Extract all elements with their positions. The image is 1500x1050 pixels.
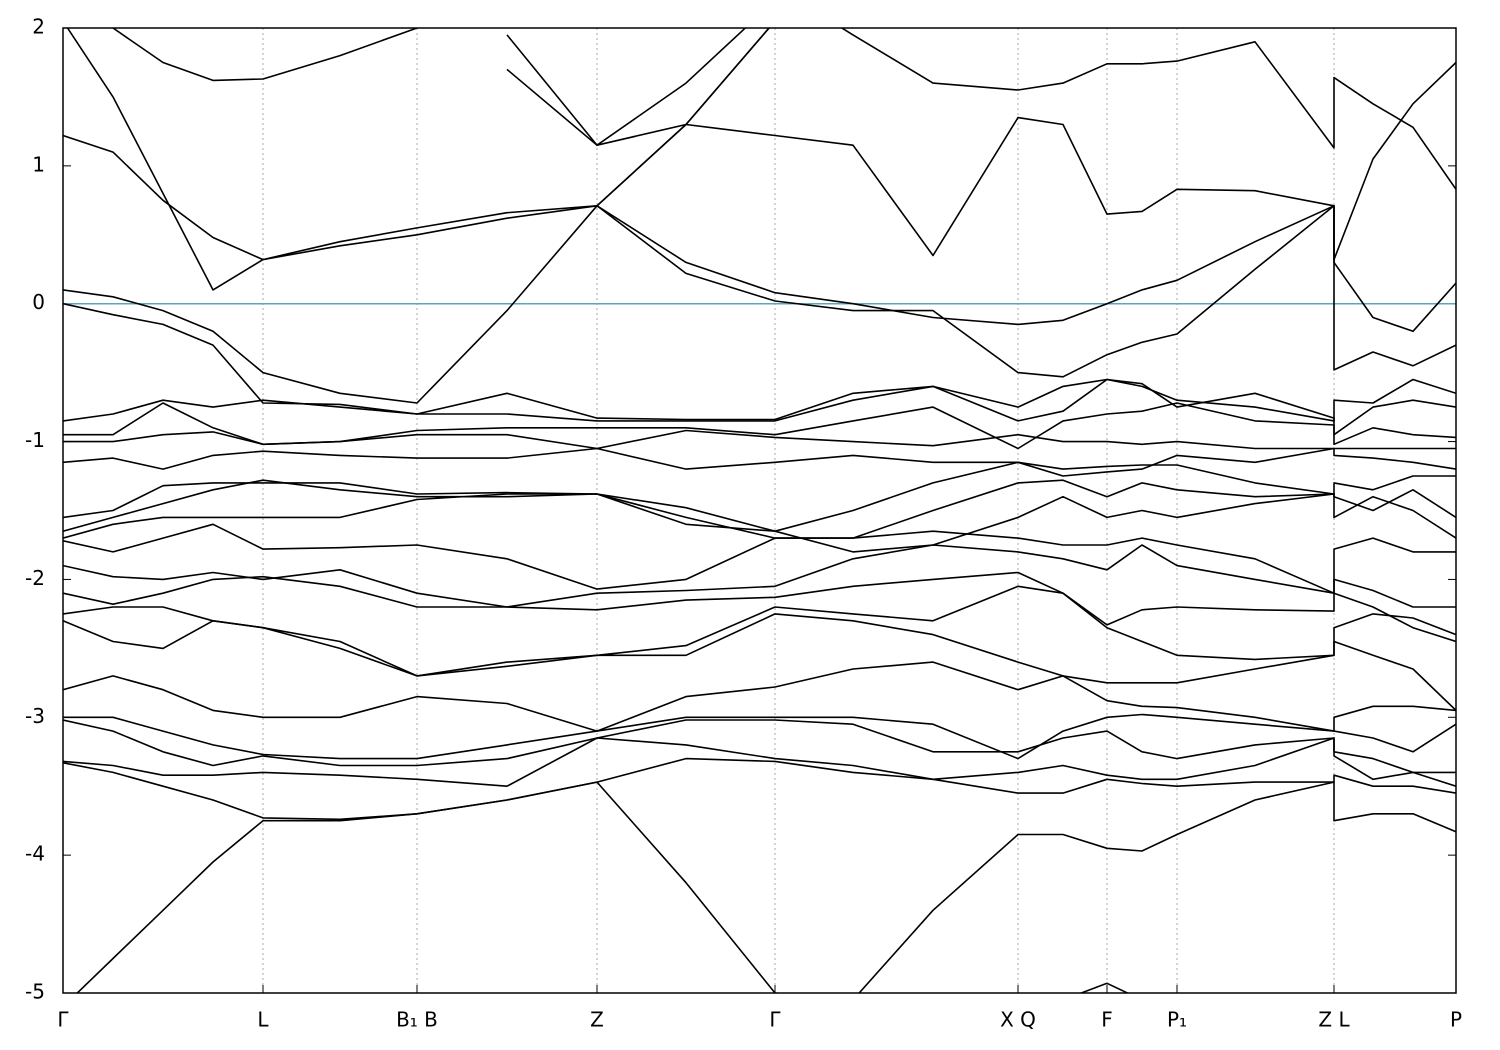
x-tick-label: X Q <box>1000 1008 1036 1032</box>
y-tick-label: 1 <box>32 152 45 176</box>
x-tick-label: Γ <box>769 1008 781 1032</box>
band-line <box>63 737 1456 787</box>
band-line <box>596 205 1456 333</box>
band-line <box>63 757 1456 821</box>
band-line <box>63 378 1456 436</box>
y-tick-label: 2 <box>32 15 45 39</box>
band-line <box>840 28 1456 190</box>
x-tick-label: P <box>1450 1008 1462 1032</box>
band-line <box>506 61 1456 261</box>
plot-area <box>63 28 1456 993</box>
band-line <box>63 429 1456 450</box>
band-line <box>63 447 1456 477</box>
band-line <box>1079 982 1130 993</box>
band-line <box>63 461 1456 532</box>
band-line <box>63 613 1456 711</box>
y-tick-label: -2 <box>25 566 45 590</box>
band-line <box>112 28 418 82</box>
y-tick-label: -1 <box>25 428 45 452</box>
y-tick-label: -5 <box>25 980 45 1004</box>
x-tick-label: Z L <box>1318 1008 1350 1032</box>
x-tick-label: P₁ <box>1167 1008 1187 1032</box>
band-line <box>63 493 1456 553</box>
band-line <box>63 544 1456 608</box>
y-tick-label: 0 <box>32 290 45 314</box>
band-line <box>63 571 1456 643</box>
plot-frame <box>62 27 1457 994</box>
x-tick-label: B₁ B <box>396 1008 438 1032</box>
x-tick-label: Γ <box>57 1008 69 1032</box>
x-tick-label: L <box>257 1008 269 1032</box>
band-line <box>63 661 1456 732</box>
y-tick-label: -3 <box>25 704 45 728</box>
band-line <box>76 781 1456 993</box>
band-line <box>66 28 771 291</box>
x-tick-label: Z <box>590 1008 604 1032</box>
band-line <box>63 713 1456 760</box>
y-tick-label: -4 <box>25 842 45 866</box>
x-tick-label: F <box>1101 1008 1113 1032</box>
band-line <box>506 28 747 146</box>
